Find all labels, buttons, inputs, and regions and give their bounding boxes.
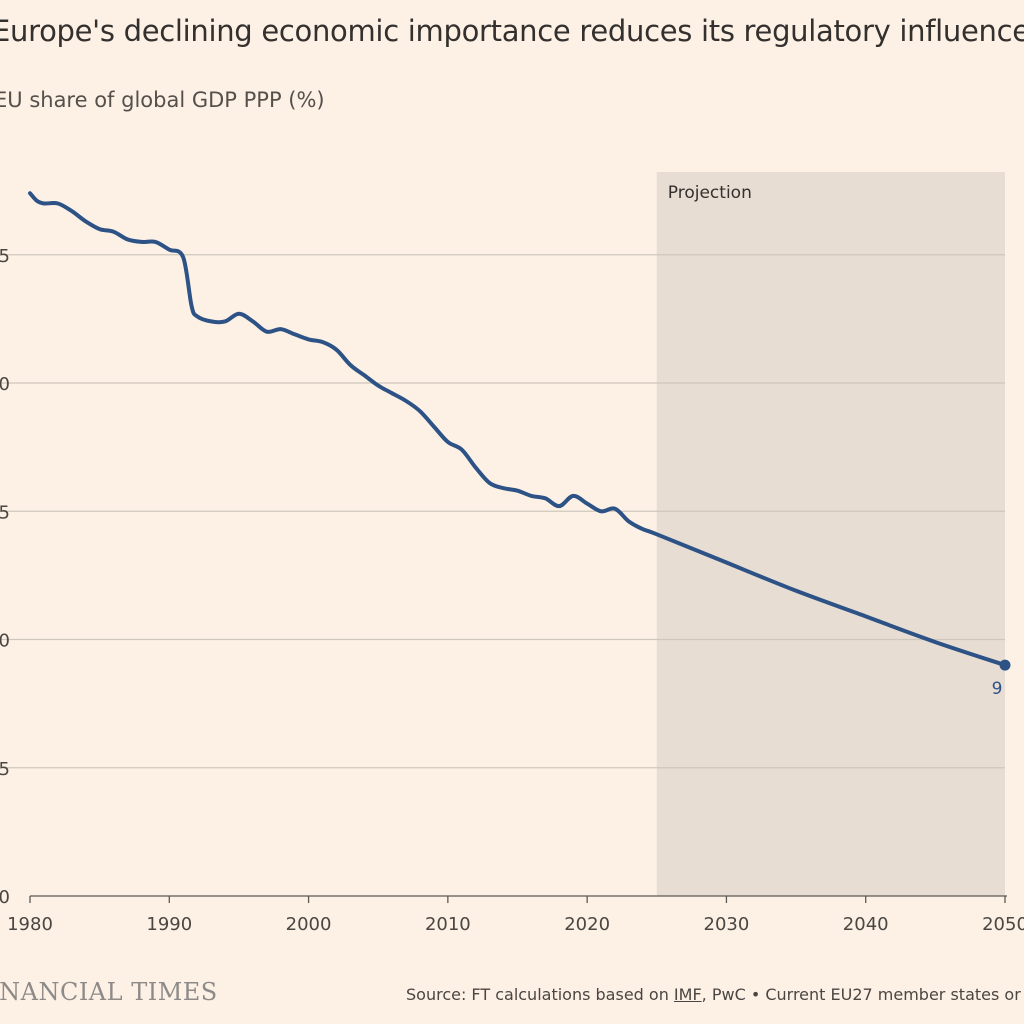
projection-label: Projection (668, 183, 752, 203)
x-tick-label-2010: 2010 (425, 914, 471, 935)
x-tick-label-2040: 2040 (843, 914, 889, 935)
x-tick-label-2030: 2030 (704, 914, 750, 935)
y-tick-label-5: 5 (0, 759, 10, 780)
x-tick-label-1990: 1990 (146, 914, 192, 935)
end-point-marker (999, 659, 1011, 671)
y-tick-label-10: 10 (0, 631, 10, 652)
y-tick-label-0: 0 (0, 887, 10, 908)
projection-region (656, 172, 1005, 896)
x-tick-label-2050: 2050 (982, 914, 1024, 935)
y-tick-label-25: 25 (0, 246, 10, 267)
source-link-imf[interactable]: IMF (673, 985, 702, 1004)
x-tick-label-1980: 1980 (7, 914, 53, 935)
x-tick-label-2020: 2020 (564, 914, 610, 935)
chart-subtitle: EU share of global GDP PPP (%) (0, 88, 325, 112)
x-tick-label-2000: 2000 (286, 914, 332, 935)
y-tick-label-20: 20 (0, 374, 10, 395)
source-note: Source: FT calculations based on IMF, Pw… (406, 985, 1021, 1004)
source-prefix: Source: FT calculations based on (406, 985, 674, 1004)
brand-wordmark: FINANCIAL TIMES (0, 978, 218, 1006)
chart-title: Europe's declining economic importance r… (0, 14, 1024, 48)
y-tick-label-15: 15 (0, 502, 10, 523)
source-suffix: , PwC • Current EU27 member states or (701, 985, 1021, 1004)
end-point-label: 9 (992, 679, 1003, 699)
series-line (28, 191, 1007, 668)
